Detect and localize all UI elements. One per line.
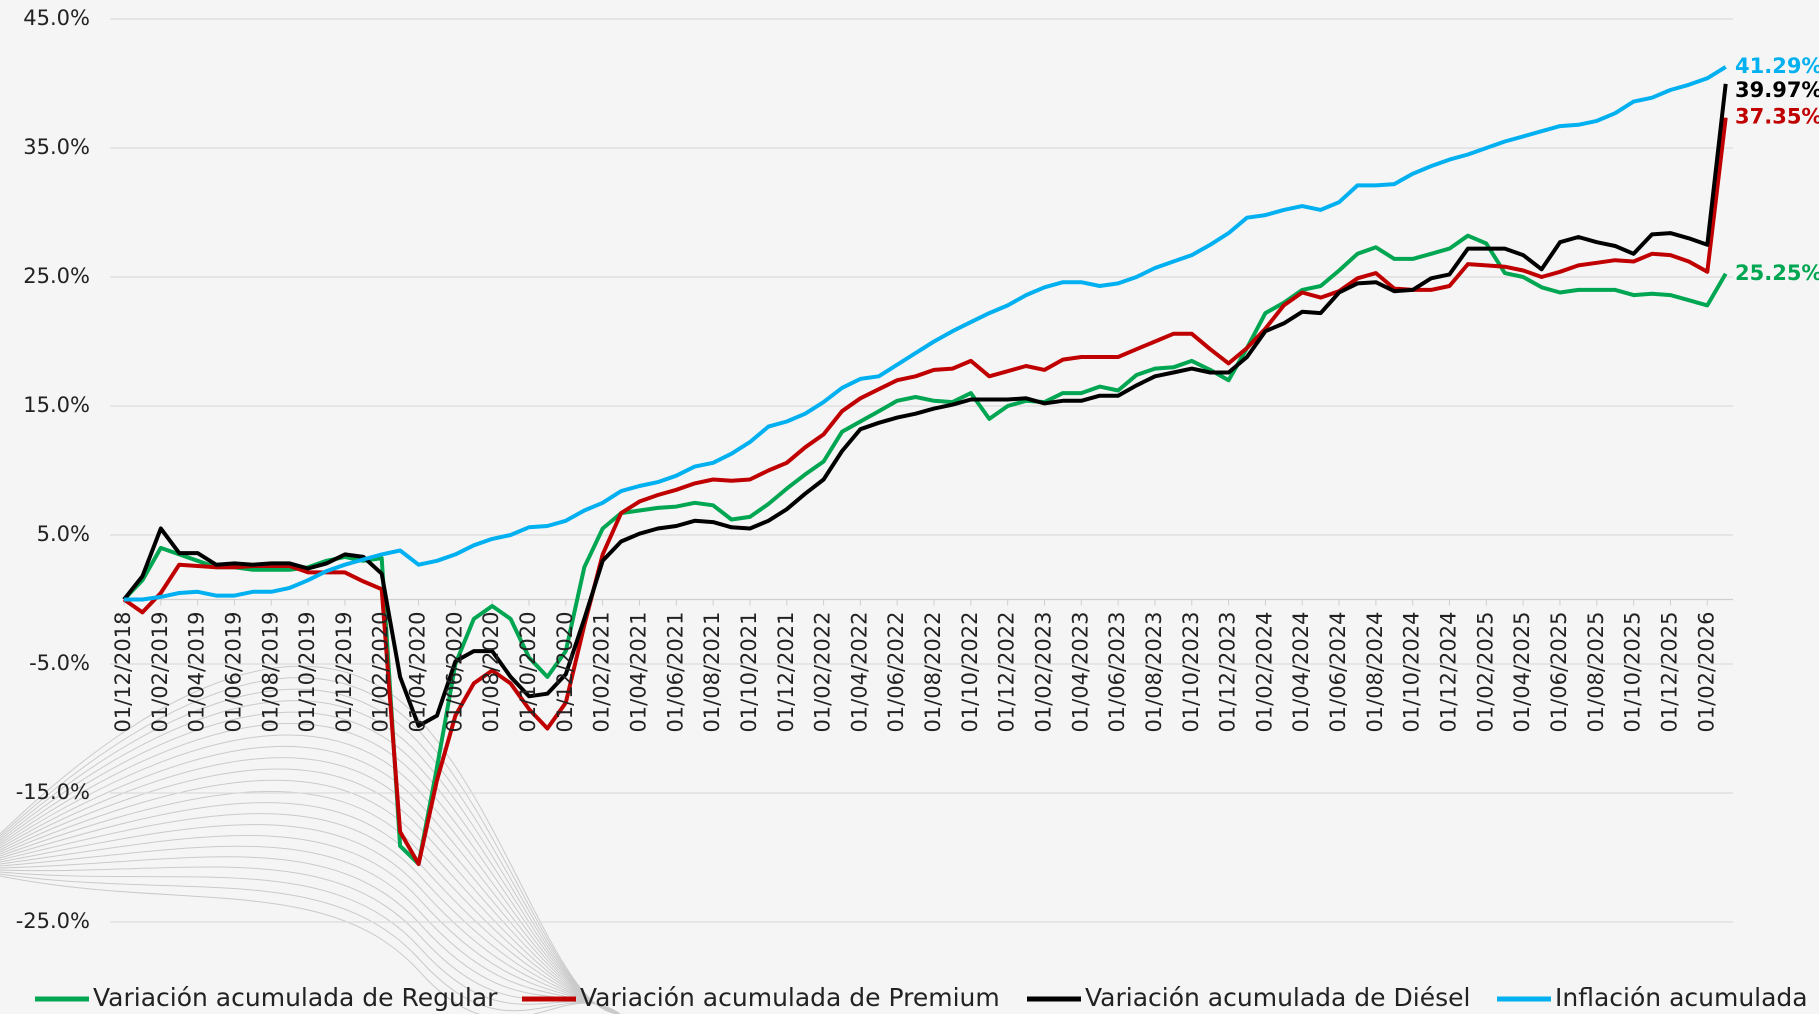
x-tick-label: 01/04/2024 — [1289, 612, 1313, 733]
x-tick-label: 01/04/2021 — [626, 612, 650, 733]
x-tick-label: 01/12/2019 — [332, 612, 356, 733]
chart: -25.0% -15.0% -5.0% 5.0% 15.0% 25.0% 35.0% 45.0… — [0, 0, 1819, 1014]
x-tick-label: 01/12/2023 — [1216, 612, 1240, 733]
x-tick-label: 01/06/2024 — [1326, 612, 1350, 733]
x-tick-label: 01/10/2023 — [1179, 612, 1203, 733]
x-tick-label: 01/04/2025 — [1510, 612, 1534, 733]
series-line — [124, 67, 1726, 600]
series-line — [124, 118, 1726, 864]
x-tick-label: 01/12/2022 — [995, 611, 1019, 732]
x-tick-label: 01/06/2025 — [1547, 612, 1571, 733]
end-label: 39.97% — [1735, 78, 1819, 102]
x-tick-label: 01/08/2022 — [921, 612, 945, 733]
x-tick-label: 01/02/2023 — [1032, 612, 1056, 733]
y-tick-label: -25.0% — [16, 909, 90, 933]
x-tick-label: 01/02/2026 — [1694, 612, 1718, 733]
x-tick-label: 01/08/2024 — [1363, 612, 1387, 733]
y-tick-label: 5.0% — [37, 522, 90, 546]
y-tick-label: 45.0% — [23, 6, 90, 30]
x-tick-label: 01/10/2020 — [516, 612, 540, 733]
x-tick-label: 01/10/2021 — [737, 612, 761, 733]
x-tick-label: 01/02/2024 — [1252, 612, 1276, 733]
x-tick-label: 01/04/2019 — [185, 612, 209, 733]
x-tick-label: 01/02/2025 — [1473, 612, 1497, 733]
x-tick-label: 01/06/2021 — [663, 612, 687, 733]
y-tick-label: -5.0% — [29, 651, 90, 675]
legend-label: Variación acumulada de Regular — [93, 983, 498, 1012]
page: {"chart_data": {"type": "line", "categor… — [0, 0, 1819, 1014]
end-label: 25.25% — [1735, 261, 1819, 285]
end-label: 37.35% — [1735, 105, 1819, 129]
y-tick-label: -15.0% — [16, 780, 90, 804]
x-tick-label: 01/08/2021 — [700, 612, 724, 733]
x-tick-label: 01/10/2022 — [958, 612, 982, 733]
decor-curve — [0, 735, 620, 1014]
series-line — [124, 236, 1726, 864]
y-tick-label: 15.0% — [23, 393, 90, 417]
x-tick-label: 01/08/2020 — [479, 612, 503, 733]
x-tick-label: 01/04/2023 — [1068, 612, 1092, 733]
x-tick-label: 01/10/2025 — [1621, 612, 1645, 733]
legend-label: Variación acumulada de Premium — [580, 983, 1000, 1012]
legend-label: Variación acumulada de Diésel — [1085, 983, 1470, 1012]
x-tick-label: 01/06/2019 — [221, 612, 245, 733]
x-tick-label: 01/12/2020 — [553, 612, 577, 733]
x-tick-label: 01/08/2019 — [258, 612, 282, 733]
x-tick-label: 01/02/2020 — [369, 612, 393, 733]
end-label: 41.29% — [1735, 54, 1819, 78]
decor-curve — [0, 689, 620, 1014]
x-tick-label: 01/02/2022 — [811, 612, 835, 733]
x-tick-label: 01/10/2024 — [1400, 612, 1424, 733]
x-tick-label: 01/06/2023 — [1105, 612, 1129, 733]
x-tick-label: 01/12/2018 — [111, 612, 135, 733]
legend-label: Inflación acumulada — [1555, 983, 1808, 1012]
x-tick-label: 01/02/2019 — [148, 612, 172, 733]
x-tick-label: 01/04/2020 — [406, 612, 430, 733]
x-tick-label: 01/12/2024 — [1437, 612, 1461, 733]
x-tick-label: 01/12/2025 — [1657, 612, 1681, 733]
x-tick-label: 01/06/2022 — [884, 612, 908, 733]
x-tick-label: 01/06/2020 — [442, 612, 466, 733]
y-tick-label: 35.0% — [23, 135, 90, 159]
x-tick-label: 01/02/2021 — [590, 612, 614, 733]
x-tick-label: 01/04/2022 — [847, 612, 871, 733]
y-tick-label: 25.0% — [23, 264, 90, 288]
x-tick-label: 01/08/2025 — [1584, 612, 1608, 733]
x-tick-label: 01/12/2021 — [774, 612, 798, 733]
x-tick-label: 01/08/2023 — [1142, 612, 1166, 733]
x-tick-label: 01/10/2019 — [295, 612, 319, 733]
